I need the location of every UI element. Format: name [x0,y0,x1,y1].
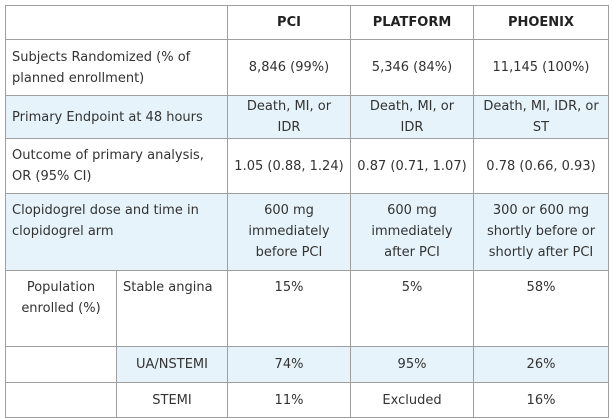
header-corner-cell [5,5,228,40]
population-label: Population enrolled (%) [5,270,117,347]
header-row: PCI PLATFORM PHOENIX [5,5,609,40]
cell-subjects-platform: 5,346 (84%) [350,39,474,96]
cell-outcome-pci: 1.05 (0.88, 1.24) [227,138,351,194]
cell-stemi-pci: 11% [227,382,351,418]
cell-endpoint-pci: Death, MI, or IDR [227,95,351,139]
table-row-ua-nstemi: UA/NSTEMI 74% 95% 26% [5,346,609,383]
cell-stable-platform: 5% [350,270,474,347]
cell-subjects-phoenix: 11,145 (100%) [473,39,609,96]
table-row-subjects: Subjects Randomized (% of planned enroll… [5,39,609,96]
header-platform: PLATFORM [350,5,474,40]
cell-stable-phoenix: 58% [473,270,609,347]
row-label-outcome: Outcome of primary analysis, OR (95% CI) [5,138,228,194]
cell-dose-phoenix: 300 or 600 mg shortly before or shortly … [473,193,609,271]
trial-comparison-table: PCI PLATFORM PHOENIX Subjects Randomized… [5,5,609,418]
cell-dose-platform: 600 mg immediately after PCI [350,193,474,271]
row-label-stable-angina: Stable angina [116,270,228,347]
row-label-stemi: STEMI [116,382,228,418]
table-row-stable-angina: Population enrolled (%) Stable angina 15… [5,270,609,347]
table-row-outcome: Outcome of primary analysis, OR (95% CI)… [5,138,609,194]
row-label-subjects: Subjects Randomized (% of planned enroll… [5,39,228,96]
row-label-dose: Clopidogrel dose and time in clopidogrel… [5,193,228,271]
cell-dose-pci: 600 mg immediately before PCI [227,193,351,271]
header-pci: PCI [227,5,351,40]
population-spacer-cell [5,382,117,418]
cell-ua-pci: 74% [227,346,351,383]
cell-stable-pci: 15% [227,270,351,347]
cell-subjects-pci: 8,846 (99%) [227,39,351,96]
cell-stemi-platform: Excluded [350,382,474,418]
cell-stemi-phoenix: 16% [473,382,609,418]
cell-ua-phoenix: 26% [473,346,609,383]
population-spacer-cell [5,346,117,383]
cell-outcome-platform: 0.87 (0.71, 1.07) [350,138,474,194]
header-phoenix: PHOENIX [473,5,609,40]
cell-outcome-phoenix: 0.78 (0.66, 0.93) [473,138,609,194]
cell-endpoint-phoenix: Death, MI, IDR, or ST [473,95,609,139]
cell-endpoint-platform: Death, MI, or IDR [350,95,474,139]
table-row-endpoint: Primary Endpoint at 48 hours Death, MI, … [5,95,609,139]
row-label-endpoint: Primary Endpoint at 48 hours [5,95,228,139]
row-label-ua-nstemi: UA/NSTEMI [116,346,228,383]
table-row-dose: Clopidogrel dose and time in clopidogrel… [5,193,609,271]
cell-ua-platform: 95% [350,346,474,383]
table-row-stemi: STEMI 11% Excluded 16% [5,382,609,418]
